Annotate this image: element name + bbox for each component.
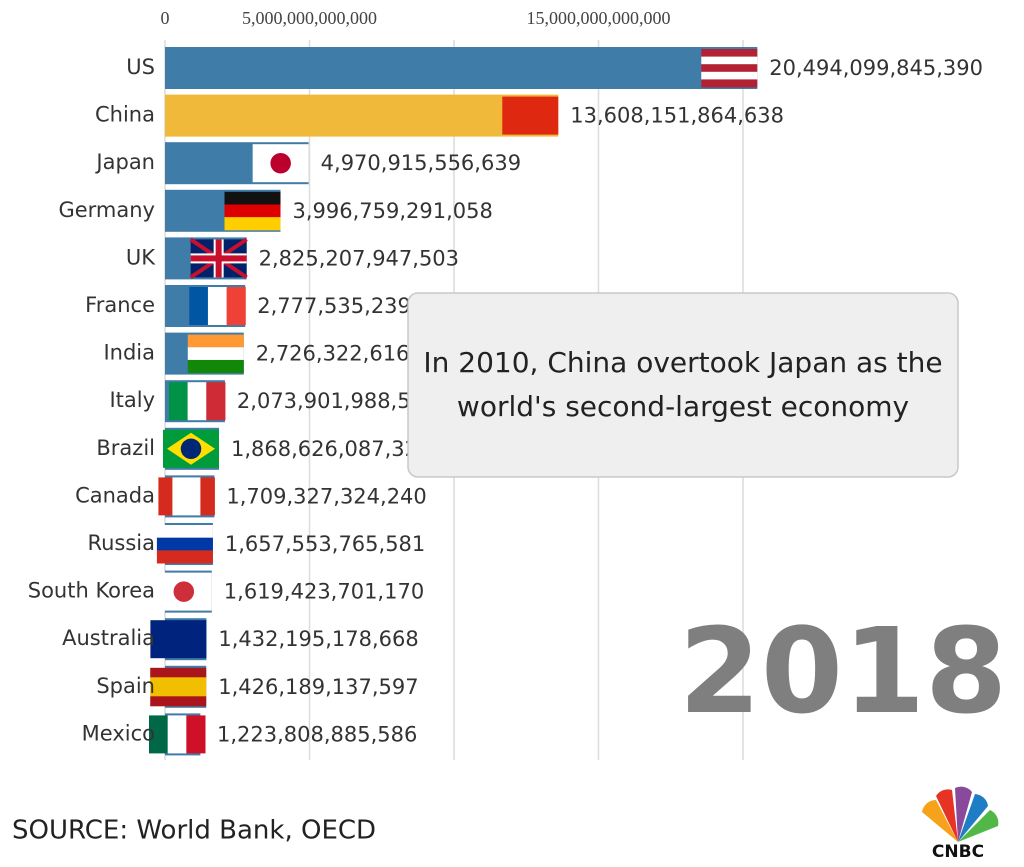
category-label: Italy [109,388,155,412]
value-label: 1,223,808,885,586 [217,722,417,746]
category-label: US [126,55,155,79]
flag [158,477,215,516]
value-label: 1,868,626,087,322 [231,437,431,461]
flag [224,191,281,231]
flag [168,382,226,421]
flag [252,144,309,183]
category-label: Australia [62,626,155,650]
flag [701,49,758,88]
category-label: Canada [75,483,155,507]
value-label: 2,073,901,988,569 [237,389,437,413]
logo-text: CNBC [932,842,984,862]
flag-part [150,667,207,678]
flag-part [187,359,244,374]
flag-part [156,537,213,551]
category-label: Japan [94,150,155,174]
flag-part [180,438,202,460]
flag-part [215,239,222,278]
flag [502,96,559,135]
value-label: 1,657,553,765,581 [225,532,425,556]
flag-part [200,477,215,516]
flag-part [187,334,244,348]
flag-part [172,477,187,516]
value-label: 1,709,327,324,240 [226,484,426,508]
category-label: Russia [87,531,155,555]
flag-part [187,382,207,421]
value-label: 20,494,099,845,390 [769,56,983,80]
flag-part [207,287,228,325]
bar [165,94,559,137]
flag-part [189,287,209,325]
x-tick-label: 15,000,000,000,000 [527,8,671,28]
flag-part [150,696,207,707]
flag-part [701,56,758,65]
flag-part [156,550,213,564]
year: 2018 [679,602,1007,740]
flag [163,429,220,468]
flag-part [150,677,207,688]
category-label: Germany [58,198,155,222]
annotation: In 2010, China overtook Japan as the wor… [423,346,943,423]
flag-part [206,382,226,421]
flag-part [158,477,173,516]
category-label: Mexico [82,721,155,745]
logo-mark [922,786,999,842]
flag-part [502,96,559,135]
flag-part [156,525,213,539]
flag-part [701,71,758,80]
flag-part [226,287,246,325]
flag [150,667,207,707]
value-label: 13,608,151,864,638 [570,104,784,128]
category-label: China [95,103,155,127]
flag [150,620,207,659]
category-label: South Korea [28,579,155,603]
value-label: 3,996,759,291,058 [293,199,493,223]
flag-part [167,715,187,754]
flag-part [186,715,206,754]
flag-part [701,49,758,58]
flag [149,715,206,754]
flag-part [701,64,758,73]
flag-part [149,715,169,754]
flag-part [224,204,281,218]
bar [165,47,758,89]
flag-part [150,686,207,697]
x-tick-label: 5,000,000,000,000 [242,8,377,28]
annotation-box [407,292,959,478]
value-label: 1,426,189,137,597 [218,675,418,699]
value-label: 4,970,915,556,639 [321,151,521,175]
category-label: France [85,293,155,317]
flag [189,237,248,280]
x-tick-label: 0 [161,8,170,28]
source: SOURCE: World Bank, OECD [12,816,376,846]
value-label: 1,619,423,701,170 [224,580,424,604]
flag [156,525,213,564]
bars: 20,494,099,845,390 13,608,151,864,638 4,97… [149,47,983,756]
annotation-wrap: In 2010, China overtook Japan as the wor… [423,346,943,423]
flag-part [701,79,758,88]
flag [189,287,246,325]
flag-part [173,581,195,602]
category-label: UK [126,245,156,269]
flag-part [187,347,244,361]
flag [187,334,244,374]
flag-part [224,191,281,205]
flag-part [150,620,207,659]
flag-part [224,217,281,231]
flag-part [270,152,291,174]
flag-part [186,477,201,516]
category-label: Spain [96,674,155,698]
flag [155,572,212,611]
value-label: 2,825,207,947,503 [259,246,459,270]
flag-part [168,382,189,421]
category-label: India [103,341,155,365]
category-label: Brazil [96,436,155,460]
value-label: 1,432,195,178,668 [218,627,418,651]
